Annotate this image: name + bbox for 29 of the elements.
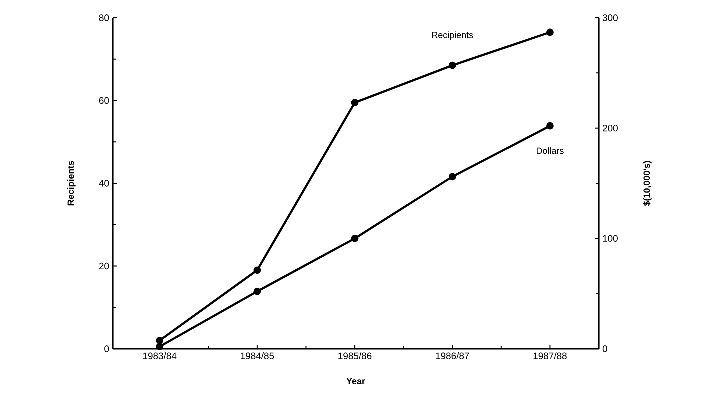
y-tick-label: 80 xyxy=(99,14,110,22)
point xyxy=(351,99,359,106)
y-tick-label: 40 xyxy=(99,180,110,187)
point xyxy=(448,62,456,70)
point xyxy=(351,234,359,242)
x-axis-title: Year xyxy=(346,378,366,385)
y2-tick-label: 0 xyxy=(602,346,608,352)
y2-tick-label: 300 xyxy=(602,14,618,22)
series-label: Dollars xyxy=(537,148,564,154)
y-tick-label: 20 xyxy=(99,262,110,270)
point xyxy=(254,288,262,296)
point xyxy=(156,343,164,350)
point xyxy=(448,173,456,181)
y-axis-title: Recipients xyxy=(68,161,76,206)
y2-tick-label: 100 xyxy=(603,235,618,242)
x-tick-label: 1987/88 xyxy=(534,352,567,360)
point xyxy=(546,122,554,130)
y2-tick-label: 200 xyxy=(603,124,618,132)
y-tick-label: 0 xyxy=(104,346,110,352)
x-tick-label: 1983/84 xyxy=(143,352,177,360)
point xyxy=(254,266,262,274)
y2-axis-title: $(10,000's) xyxy=(643,161,652,206)
x-tick-label: 1986/87 xyxy=(436,352,470,360)
y-tick-label: 60 xyxy=(99,97,110,104)
x-tick-label: 1985/86 xyxy=(338,352,372,360)
point xyxy=(546,28,554,36)
series-label: Recipients xyxy=(432,32,474,40)
x-tick-label: 1984/85 xyxy=(241,352,274,360)
point xyxy=(156,337,164,344)
